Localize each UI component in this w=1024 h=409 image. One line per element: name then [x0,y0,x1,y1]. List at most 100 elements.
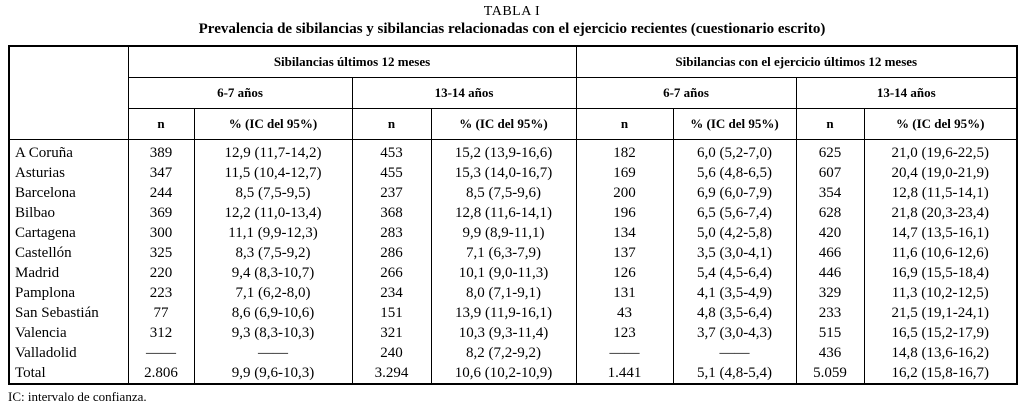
data-cell: 11,3 (10,2-12,5) [863,282,1018,303]
data-cell: 12,8 (11,6-14,1) [430,202,577,223]
data-cell: 368 [351,202,432,223]
data-cell: 220 [127,262,195,283]
row-label: Madrid [8,262,129,283]
data-cell: 10,1 (9,0-11,3) [430,262,577,283]
data-cell: 300 [127,222,195,243]
data-cell: 389 [127,139,195,163]
data-cell: 420 [795,222,865,243]
col-header-n: n [127,108,195,140]
group-header-exercise-wheeze: Sibilancias con el ejercicio últimos 12 … [575,46,1018,78]
footnote: IC: intervalo de confianza. [8,388,147,404]
data-cell: 446 [795,262,865,283]
data-cell: 625 [795,139,865,163]
data-cell: 234 [351,282,432,303]
row-label: Valencia [8,322,129,343]
data-cell: 16,2 (15,8-16,7) [863,362,1018,384]
data-cell: 16,9 (15,5-18,4) [863,262,1018,283]
group-header-wheeze: Sibilancias últimos 12 meses [127,46,577,78]
data-cell: 5,1 (4,8-5,4) [672,362,797,384]
col-header-pct: % (IC del 95%) [193,108,353,140]
table-row: Valencia 312 9,3 (8,3-10,3) 321 10,3 (9,3-11… [8,322,1018,343]
row-label: Valladolid [8,342,129,363]
data-cell: 515 [795,322,865,343]
table-row: Valladolid —— —— 240 8,2 (7,2-9,2) —— —— 436 14,… [8,342,1018,363]
table-row: Castellón 325 8,3 (7,5-9,2) 286 7,1 (6,3-7,9… [8,242,1018,263]
data-cell: 126 [575,262,674,283]
data-cell: 9,9 (9,6-10,3) [193,362,353,384]
data-cell: 15,2 (13,9-16,6) [430,139,577,163]
data-cell: 369 [127,202,195,223]
data-cell: 286 [351,242,432,263]
age-header-6-7-a: 6-7 años [127,77,353,109]
row-label: San Sebastián [8,302,129,323]
table-row: San Sebastián 77 8,6 (6,9-10,6) 151 13,9 (11… [8,302,1018,323]
table-row: Total 2.806 9,9 (9,6-10,3) 3.294 10,6 (10,2-… [8,362,1018,384]
data-cell: 455 [351,162,432,183]
corner-cell [9,46,129,140]
data-cell: 20,4 (19,0-21,9) [863,162,1018,183]
data-cell: 325 [127,242,195,263]
table-row: A Coruña 389 12,9 (11,7-14,2) 453 15,2 (13,9… [8,139,1018,163]
data-cell: 453 [351,139,432,163]
row-label: Cartagena [8,222,129,243]
col-header-pct: % (IC del 95%) [863,108,1018,140]
data-cell: 329 [795,282,865,303]
data-cell: 182 [575,139,674,163]
data-cell: 169 [575,162,674,183]
data-cell: 131 [575,282,674,303]
table-row: Cartagena 300 11,1 (9,9-12,3) 283 9,9 (8,9-1… [8,222,1018,243]
data-cell: 12,9 (11,7-14,2) [193,139,353,163]
data-cell: 196 [575,202,674,223]
data-cell: 8,5 (7,5-9,6) [430,182,577,203]
data-cell: 436 [795,342,865,363]
data-cell: 237 [351,182,432,203]
data-cell: 3,7 (3,0-4,3) [672,322,797,343]
table-row: Madrid 220 9,4 (8,3-10,7) 266 10,1 (9,0-11,3… [8,262,1018,283]
data-cell: 354 [795,182,865,203]
data-cell: 4,1 (3,5-4,9) [672,282,797,303]
age-header-13-14-a: 13-14 años [351,77,577,109]
age-header-6-7-b: 6-7 años [575,77,797,109]
col-header-pct: % (IC del 95%) [672,108,797,140]
data-cell: 9,9 (8,9-11,1) [430,222,577,243]
data-cell: 8,6 (6,9-10,6) [193,302,353,323]
data-cell: 6,5 (5,6-7,4) [672,202,797,223]
data-cell: 5,4 (4,5-6,4) [672,262,797,283]
table-row: Asturias 347 11,5 (10,4-12,7) 455 15,3 (14,0… [8,162,1018,183]
data-cell: 321 [351,322,432,343]
data-cell: 10,3 (9,3-11,4) [430,322,577,343]
data-cell: 77 [127,302,195,323]
data-cell: 266 [351,262,432,283]
row-label: A Coruña [8,139,129,163]
data-cell: 11,6 (10,6-12,6) [863,242,1018,263]
data-cell: 151 [351,302,432,323]
row-label: Bilbao [8,202,129,223]
data-cell: 12,8 (11,5-14,1) [863,182,1018,203]
data-cell: 466 [795,242,865,263]
col-header-n: n [795,108,865,140]
data-cell: 5.059 [795,362,865,384]
data-cell: 123 [575,322,674,343]
row-label: Asturias [8,162,129,183]
data-cell: 9,4 (8,3-10,7) [193,262,353,283]
data-cell: 10,6 (10,2-10,9) [430,362,577,384]
data-cell: 244 [127,182,195,203]
col-header-n: n [575,108,674,140]
data-cell: 11,5 (10,4-12,7) [193,162,353,183]
table-row: Bilbao 369 12,2 (11,0-13,4) 368 12,8 (11,6-1… [8,202,1018,223]
table-row: Pamplona 223 7,1 (6,2-8,0) 234 8,0 (7,1-9,1)… [8,282,1018,303]
data-cell: 240 [351,342,432,363]
data-cell: 2.806 [127,362,195,384]
data-cell: 137 [575,242,674,263]
data-cell: 607 [795,162,865,183]
data-cell: 283 [351,222,432,243]
data-cell: 5,6 (4,8-6,5) [672,162,797,183]
data-cell: 14,7 (13,5-16,1) [863,222,1018,243]
data-cell: 312 [127,322,195,343]
data-cell: 628 [795,202,865,223]
data-cell: 6,9 (6,0-7,9) [672,182,797,203]
data-cell: 3.294 [351,362,432,384]
data-cell: 233 [795,302,865,323]
data-cell: 200 [575,182,674,203]
